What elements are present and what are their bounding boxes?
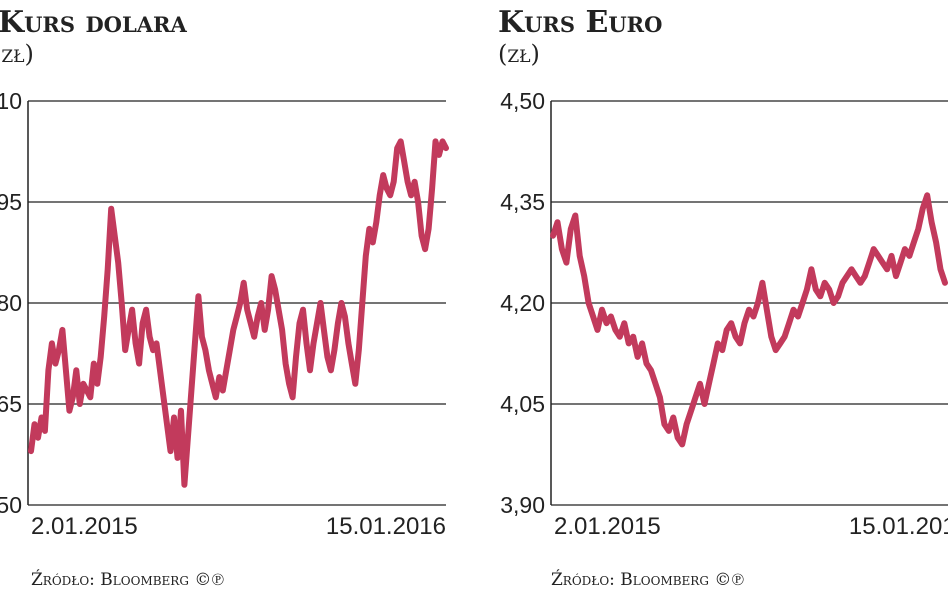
dollar-ytick-label: 3,50 — [0, 492, 22, 518]
dollar-ytick-label: 3,80 — [0, 290, 22, 316]
dollar-x-start-label: 2.01.2015 — [31, 513, 138, 540]
euro-chart: Kurs Euro (zł) 4,50 4,35 4,20 4,05 3,90 … — [498, 5, 948, 590]
euro-ytick-label: 3,90 — [500, 492, 545, 518]
dollar-chart: Kurs dolara (zł) 4,10 3,95 3,80 3,65 3,5… — [0, 5, 449, 590]
dollar-chart-title: Kurs dolara — [0, 5, 187, 40]
euro-ytick-label: 4,35 — [500, 189, 545, 215]
dollar-ytick-label: 3,65 — [0, 391, 22, 417]
euro-ytick-label: 4,05 — [500, 391, 545, 417]
dollar-ytick-label: 3,95 — [0, 189, 22, 215]
euro-ytick-label: 4,20 — [500, 290, 545, 316]
dollar-source-note: Źródło: Bloomberg ©℗ — [31, 569, 224, 590]
euro-source-note: Źródło: Bloomberg ©℗ — [551, 569, 744, 590]
euro-x-end-label: 15.01.2016 — [849, 513, 948, 540]
dollar-series-line — [28, 138, 449, 488]
euro-chart-title: Kurs Euro — [498, 5, 662, 40]
euro-series-line — [550, 192, 948, 448]
dollar-x-end-label: 15.01.2016 — [326, 513, 446, 540]
dollar-chart-unit: (zł) — [0, 40, 34, 68]
euro-ytick-label: 4,50 — [500, 88, 545, 114]
euro-x-start-label: 2.01.2015 — [554, 513, 661, 540]
dollar-ytick-label: 4,10 — [0, 88, 22, 114]
euro-chart-unit: (zł) — [498, 40, 540, 68]
